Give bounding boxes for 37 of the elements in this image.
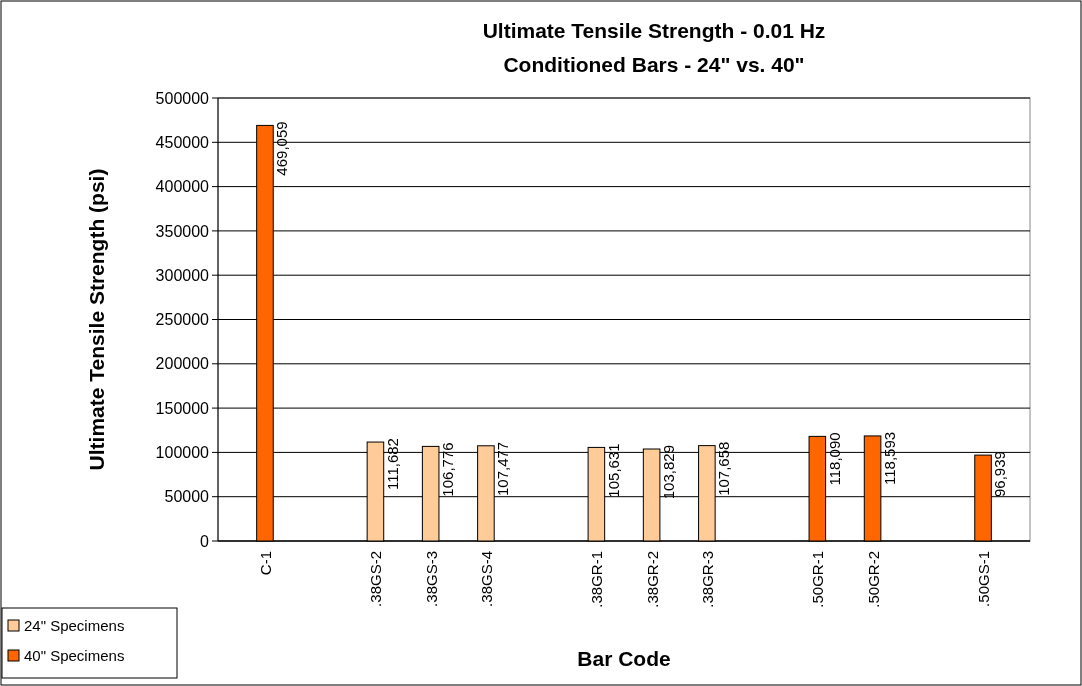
x-tick-label: .38GR-3 (698, 551, 716, 608)
legend-label: 40" Specimens (24, 647, 125, 665)
y-tick-label: 200000 (155, 355, 210, 373)
data-label: 105,631 (604, 443, 622, 498)
y-tick-label: 300000 (155, 266, 210, 284)
y-tick-label: 450000 (155, 133, 210, 151)
y-tick-label: 400000 (155, 178, 210, 196)
x-axis-title: Bar Code (577, 647, 671, 670)
data-label: 118,593 (880, 431, 898, 486)
data-label: 107,477 (494, 441, 512, 497)
chart-subtitle: Conditioned Bars - 24" vs. 40" (503, 53, 805, 76)
data-label: 96,939 (991, 451, 1009, 497)
y-tick-label: 350000 (155, 222, 210, 240)
x-tick-label: .38GS-3 (422, 551, 440, 607)
x-tick-label: .50GS-1 (975, 551, 993, 607)
data-label: 111,682 (383, 438, 401, 491)
y-axis-title: Ultimate Tensile Strength (psi) (85, 168, 108, 471)
x-tick-label: .50GR-2 (864, 551, 882, 608)
data-label: 106,776 (438, 442, 456, 497)
data-label: 118,090 (825, 432, 843, 486)
y-tick-label: 250000 (155, 311, 210, 329)
x-tick-label: .38GR-1 (588, 551, 606, 608)
data-label: 107,658 (715, 441, 733, 496)
x-tick-label: .38GR-2 (643, 551, 661, 608)
y-tick-label: 0 (200, 532, 210, 550)
y-tick-label: 500000 (155, 89, 210, 107)
y-tick-label: 100000 (155, 444, 210, 461)
chart-title: Ultimate Tensile Strength - 0.01 Hz (482, 19, 826, 42)
y-tick-label: 150000 (155, 399, 210, 417)
x-tick-label: C-1 (256, 551, 274, 576)
x-tick-label: .38GS-2 (367, 551, 385, 607)
x-tick-label: .50GR-1 (809, 551, 827, 608)
legend-label: 24" Specimens (24, 617, 125, 635)
x-tick-label: .38GS-4 (477, 551, 495, 607)
data-label: 103,829 (659, 445, 677, 500)
y-tick-label: 50000 (164, 488, 210, 506)
data-label: 469,059 (273, 121, 291, 176)
